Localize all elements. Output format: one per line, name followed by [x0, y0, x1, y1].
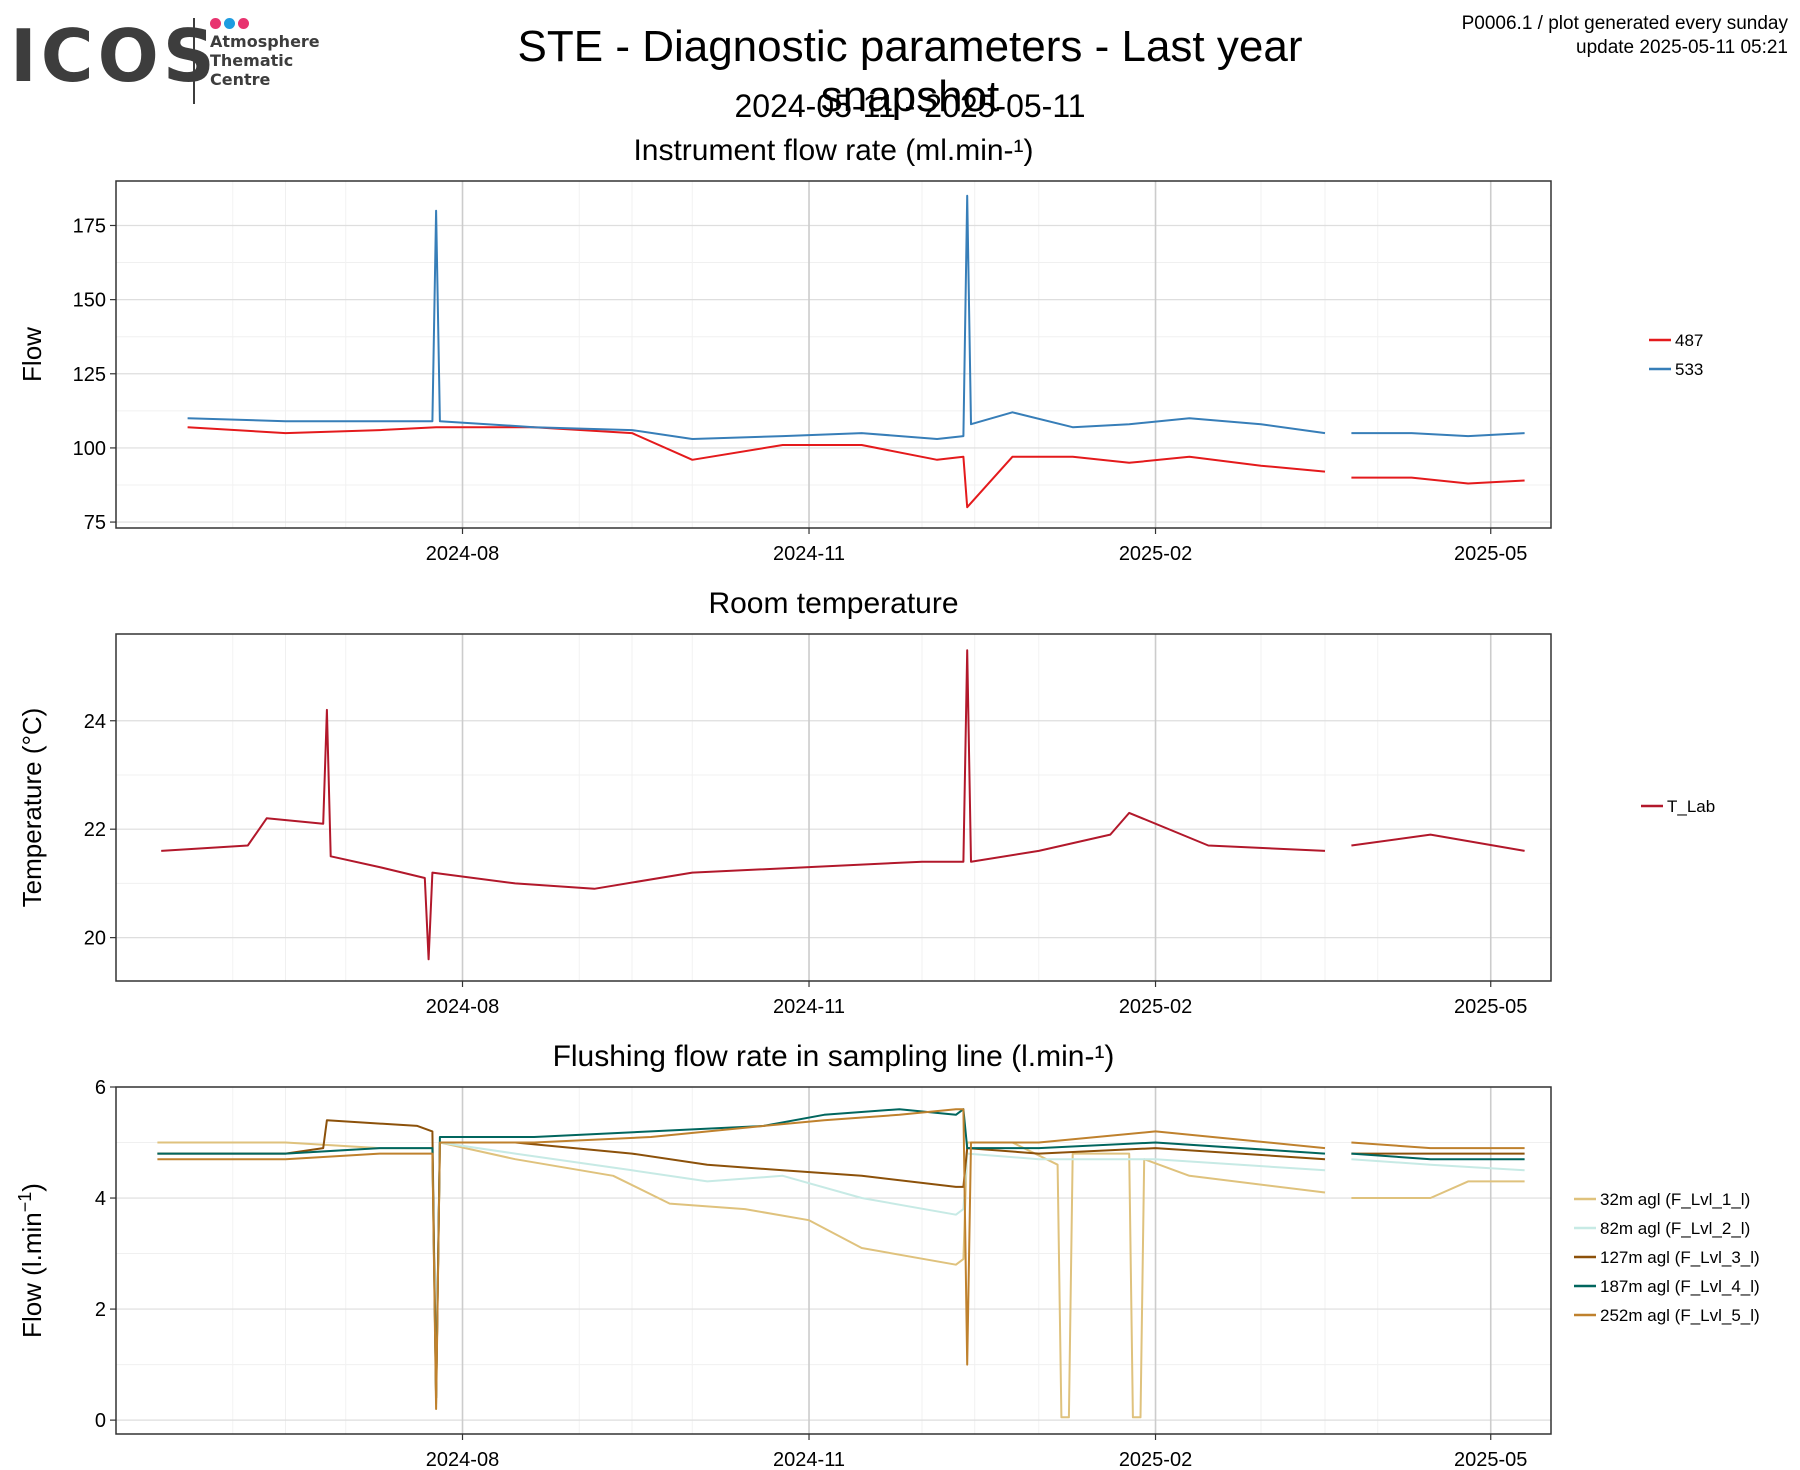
legend-label: 32m agl (F_Lvl_1_l)	[1600, 1190, 1750, 1209]
y-tick-label: 75	[84, 512, 106, 534]
series-line	[1351, 432, 1525, 438]
logo-dot	[224, 18, 235, 29]
legend: 487 533	[1649, 331, 1703, 379]
y-tick-label: 125	[73, 364, 106, 386]
x-tick-label: 2025-02	[1119, 1449, 1192, 1470]
plot-meta: P0006.1 / plot generated every sunday up…	[1462, 12, 1788, 60]
icos-logo: ICOS Atmosphere Thematic Centre	[10, 14, 330, 104]
date-range: 2024-05-11 - 2025-05-11	[734, 88, 1086, 124]
x-tick-label: 2024-11	[773, 996, 845, 1018]
series-line	[1351, 476, 1525, 485]
y-tick-label: 100	[73, 438, 106, 460]
y-axis-label-sup: −1	[15, 1192, 35, 1213]
chart-panel: Instrument flow rate (ml.min-¹) 75 100 125 1…	[17, 134, 1703, 565]
y-tick-label: 175	[73, 215, 106, 237]
chart-panel: Flushing flow rate in sampling line (l.m…	[15, 1040, 1760, 1470]
logo-separator	[193, 18, 195, 104]
series-line	[1351, 1152, 1525, 1161]
y-tick-label: 4	[95, 1188, 106, 1210]
series-line	[1351, 1158, 1525, 1172]
y-tick-label: 24	[84, 711, 106, 733]
legend-label: 82m agl (F_Lvl_2_l)	[1600, 1219, 1750, 1238]
logo-dots-icon	[210, 16, 252, 29]
page-title: STE - Diagnostic parameters - Last year …	[517, 22, 1303, 121]
logo-line: Atmosphere	[210, 32, 320, 51]
plot-id: P0006.1 / plot generated every sunday	[1461, 13, 1788, 34]
y-axis-label: Temperature (°C)	[17, 708, 47, 908]
legend-label: 252m agl (F_Lvl_5_l)	[1600, 1306, 1760, 1325]
x-tick-label: 2025-05	[1454, 543, 1527, 565]
series-line	[157, 1108, 1326, 1410]
x-tick-label: 2024-08	[426, 996, 499, 1018]
y-axis-label-text: Flow (l.min	[17, 1212, 47, 1338]
chart-title: Room temperature	[708, 587, 958, 620]
plot-border	[115, 1086, 1552, 1435]
legend-label: 487	[1675, 331, 1703, 350]
y-axis-label: Flow	[17, 327, 47, 382]
plot-border	[115, 633, 1552, 982]
x-tick-label: 2024-08	[426, 1449, 499, 1470]
series-line	[1351, 1180, 1525, 1199]
x-tick-label: 2024-11	[773, 1449, 845, 1470]
legend: T_Lab	[1641, 797, 1715, 816]
y-tick-label: 22	[84, 819, 106, 841]
series-line	[187, 426, 1326, 509]
y-axis-label-text: Temperature (°C)	[17, 708, 47, 908]
y-tick-label: 6	[95, 1077, 106, 1099]
series-line	[1351, 833, 1525, 852]
x-tick-label: 2025-05	[1454, 996, 1527, 1018]
x-tick-label: 2025-02	[1119, 996, 1192, 1018]
series-line	[157, 1141, 1326, 1394]
legend-label: 127m agl (F_Lvl_3_l)	[1600, 1248, 1760, 1267]
legend: 32m agl (F_Lvl_1_l) 82m agl (F_Lvl_2_l) 12…	[1574, 1190, 1760, 1325]
logo-subtitle: Atmosphere Thematic Centre	[210, 32, 320, 89]
x-tick-label: 2025-02	[1119, 543, 1192, 565]
x-tick-label: 2024-08	[426, 543, 499, 565]
series-line	[1351, 1141, 1525, 1150]
y-axis-label-text: Flow	[17, 327, 47, 382]
y-axis-label-close: )	[17, 1183, 47, 1192]
chart-title: Instrument flow rate (ml.min-¹)	[633, 134, 1033, 167]
legend-label: T_Lab	[1667, 797, 1715, 816]
legend-label: 187m agl (F_Lvl_4_l)	[1600, 1277, 1760, 1296]
series-line	[157, 1141, 1326, 1419]
logo-dot	[238, 18, 249, 29]
y-tick-label: 2	[95, 1299, 106, 1321]
chart-title: Flushing flow rate in sampling line (l.m…	[553, 1040, 1115, 1073]
chart-panel: Room temperature 20 22 24 2024-08 2024-11 2025…	[17, 587, 1715, 1018]
legend-label: 533	[1675, 360, 1703, 379]
y-tick-label: 150	[73, 290, 106, 312]
logo-dot	[210, 18, 221, 29]
logo-wordmark: ICOS	[10, 14, 219, 98]
y-axis-label: Flow (l.min−1)	[15, 1183, 47, 1338]
logo-line: Centre	[210, 70, 271, 89]
series-line	[161, 649, 1326, 961]
logo-line: Thematic	[210, 51, 294, 70]
y-tick-label: 20	[84, 928, 106, 950]
update-time: update 2025-05-11 05:21	[1576, 37, 1788, 58]
plot-border	[115, 180, 1552, 529]
x-tick-label: 2025-05	[1454, 1449, 1527, 1470]
x-tick-label: 2024-11	[773, 543, 845, 565]
series-line	[187, 194, 1326, 440]
y-tick-label: 0	[95, 1410, 106, 1432]
